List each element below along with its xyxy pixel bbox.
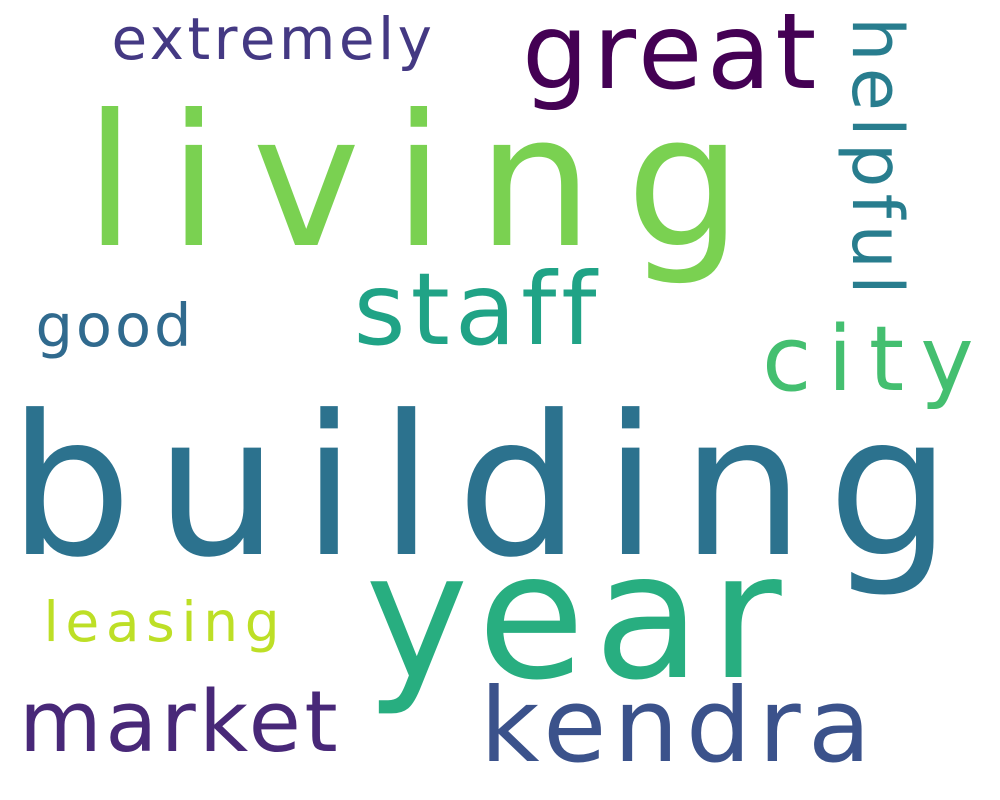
word-year: year [365, 516, 791, 719]
word-extremely: extremely [111, 5, 436, 73]
word-city: city [762, 307, 990, 412]
word-market: market [19, 673, 342, 772]
word-good: good [35, 291, 195, 360]
word-great: great [522, 0, 821, 113]
word-helpful: helpful [835, 17, 918, 301]
word-staff: staff [353, 251, 602, 368]
word-living: living [84, 76, 776, 289]
word-leasing: leasing [43, 590, 287, 654]
word-building: building [8, 373, 975, 600]
word-kendra: kendra [480, 667, 879, 786]
